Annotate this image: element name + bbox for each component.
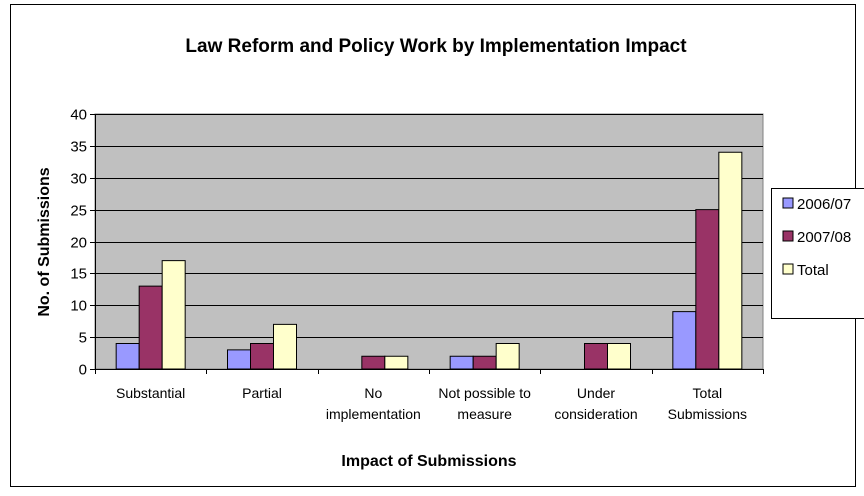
y-tick-label: 15 <box>70 266 87 283</box>
x-tick-label: Total <box>693 385 723 401</box>
x-tick-label: Not possible to <box>438 385 531 401</box>
x-tick-label: Substantial <box>116 385 185 401</box>
legend-label: 2006/07 <box>797 196 851 213</box>
bar <box>585 344 608 370</box>
bar <box>719 152 742 369</box>
bar <box>385 356 408 369</box>
y-tick-label: 35 <box>70 139 87 156</box>
x-tick-label: consideration <box>554 406 637 422</box>
y-tick-label: 25 <box>70 203 87 220</box>
bar <box>116 344 139 370</box>
bar <box>251 344 274 370</box>
y-axis-label: No. of Submissions <box>36 167 53 316</box>
y-tick-label: 5 <box>79 330 87 347</box>
legend-swatch <box>783 231 793 241</box>
bar <box>162 261 185 369</box>
y-tick-label: 10 <box>70 298 87 315</box>
x-tick-label: Partial <box>242 385 282 401</box>
legend-label: 2007/08 <box>797 229 851 246</box>
bar <box>473 356 496 369</box>
y-tick-label: 30 <box>70 171 87 188</box>
bar <box>496 344 519 370</box>
bar <box>362 356 385 369</box>
bar <box>696 210 719 369</box>
legend-swatch <box>783 264 793 274</box>
y-tick-label: 20 <box>70 235 87 252</box>
bar <box>139 286 162 369</box>
x-tick-label: Under <box>577 385 615 401</box>
x-axis-label: Impact of Submissions <box>341 453 516 470</box>
bar <box>274 324 297 369</box>
bar <box>673 312 696 369</box>
legend: 2006/07 2007/08 Total <box>772 189 864 319</box>
y-tick-label: 40 <box>70 107 87 124</box>
plot-background <box>95 114 763 369</box>
x-tick-label: implementation <box>326 406 421 422</box>
chart-title: Law Reform and Policy Work by Implementa… <box>185 36 687 57</box>
bar <box>608 344 631 370</box>
x-tick-label: No <box>364 385 382 401</box>
bar <box>228 350 251 369</box>
y-tick-label: 0 <box>79 362 87 379</box>
x-tick-label: measure <box>457 406 512 422</box>
legend-label: Total <box>797 262 829 279</box>
bar <box>450 356 473 369</box>
x-tick-label: Submissions <box>668 406 747 422</box>
legend-swatch <box>783 198 793 208</box>
